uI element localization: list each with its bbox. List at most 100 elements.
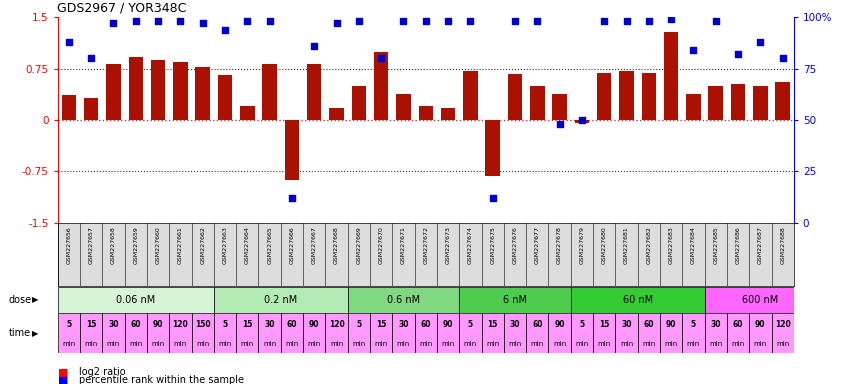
- Point: [107, 20, 121, 26]
- Point: [575, 117, 588, 123]
- Text: GSM227674: GSM227674: [468, 226, 473, 264]
- Bar: [709, 86, 723, 120]
- Bar: [464, 71, 478, 120]
- Text: 5: 5: [579, 320, 584, 329]
- Text: 0.2 nM: 0.2 nM: [264, 295, 297, 305]
- Bar: [214, 287, 348, 313]
- Bar: [128, 57, 143, 120]
- Bar: [125, 313, 147, 353]
- Text: 15: 15: [242, 320, 252, 329]
- Text: 15: 15: [86, 320, 97, 329]
- Text: GSM227669: GSM227669: [357, 226, 362, 264]
- Point: [352, 18, 366, 25]
- Bar: [664, 32, 678, 120]
- Text: GSM227663: GSM227663: [222, 226, 228, 264]
- Bar: [481, 313, 503, 353]
- Bar: [419, 106, 433, 120]
- Bar: [329, 108, 344, 120]
- Point: [464, 18, 477, 25]
- Bar: [597, 73, 611, 120]
- Bar: [749, 313, 772, 353]
- Point: [553, 121, 566, 127]
- Text: min: min: [196, 341, 210, 348]
- Bar: [392, 313, 414, 353]
- Bar: [262, 64, 277, 120]
- Bar: [575, 120, 589, 123]
- Text: log2 ratio: log2 ratio: [79, 367, 126, 377]
- Text: min: min: [732, 341, 745, 348]
- Text: 5: 5: [691, 320, 696, 329]
- Text: 6 nM: 6 nM: [503, 295, 527, 305]
- Text: min: min: [129, 341, 143, 348]
- Point: [441, 18, 455, 25]
- Text: GSM227668: GSM227668: [334, 226, 339, 264]
- Bar: [348, 313, 370, 353]
- Bar: [503, 313, 526, 353]
- Text: GSM227659: GSM227659: [133, 226, 138, 264]
- Bar: [616, 313, 638, 353]
- Text: min: min: [85, 341, 98, 348]
- Text: min: min: [709, 341, 722, 348]
- Text: 90: 90: [554, 320, 565, 329]
- Point: [196, 20, 210, 26]
- Bar: [772, 313, 794, 353]
- Point: [598, 18, 611, 25]
- Point: [419, 18, 433, 25]
- Point: [486, 195, 499, 201]
- Text: 60 nM: 60 nM: [622, 295, 653, 305]
- Bar: [683, 313, 705, 353]
- Text: GSM227667: GSM227667: [312, 226, 317, 264]
- Point: [307, 43, 321, 49]
- Point: [329, 20, 343, 26]
- Point: [240, 18, 254, 25]
- Text: min: min: [419, 341, 432, 348]
- Text: 15: 15: [487, 320, 498, 329]
- Text: min: min: [218, 341, 232, 348]
- Text: min: min: [642, 341, 655, 348]
- Text: GSM227660: GSM227660: [155, 226, 160, 264]
- Point: [263, 18, 277, 25]
- Point: [531, 18, 544, 25]
- Text: 5: 5: [357, 320, 362, 329]
- Text: min: min: [374, 341, 388, 348]
- Text: min: min: [776, 341, 790, 348]
- Text: GSM227662: GSM227662: [200, 226, 205, 264]
- Text: 30: 30: [398, 320, 408, 329]
- Bar: [151, 60, 166, 120]
- Bar: [441, 108, 455, 120]
- Text: GSM227679: GSM227679: [579, 226, 584, 264]
- Bar: [508, 74, 522, 120]
- Point: [642, 18, 655, 25]
- Bar: [571, 313, 593, 353]
- Text: min: min: [531, 341, 544, 348]
- Text: 60: 60: [532, 320, 543, 329]
- Text: GSM227676: GSM227676: [513, 226, 518, 264]
- Text: min: min: [352, 341, 365, 348]
- Bar: [214, 313, 236, 353]
- Bar: [195, 66, 210, 120]
- Bar: [686, 94, 700, 120]
- Text: GSM227665: GSM227665: [267, 226, 273, 264]
- Bar: [548, 313, 571, 353]
- Bar: [775, 82, 790, 120]
- Bar: [103, 313, 125, 353]
- Bar: [553, 94, 567, 120]
- Bar: [459, 287, 571, 313]
- Bar: [370, 313, 392, 353]
- Bar: [619, 71, 633, 120]
- Text: percentile rank within the sample: percentile rank within the sample: [79, 375, 244, 384]
- Bar: [173, 62, 188, 120]
- Text: 120: 120: [172, 320, 188, 329]
- Text: 30: 30: [108, 320, 119, 329]
- Bar: [307, 64, 322, 120]
- Text: 30: 30: [509, 320, 520, 329]
- Text: ▶: ▶: [32, 295, 39, 305]
- Point: [151, 18, 165, 25]
- Text: min: min: [464, 341, 477, 348]
- Text: 60: 60: [420, 320, 431, 329]
- Text: 60: 60: [644, 320, 654, 329]
- Text: 0.06 nM: 0.06 nM: [116, 295, 155, 305]
- Text: GSM227657: GSM227657: [88, 226, 93, 264]
- Text: 90: 90: [666, 320, 677, 329]
- Bar: [753, 86, 767, 120]
